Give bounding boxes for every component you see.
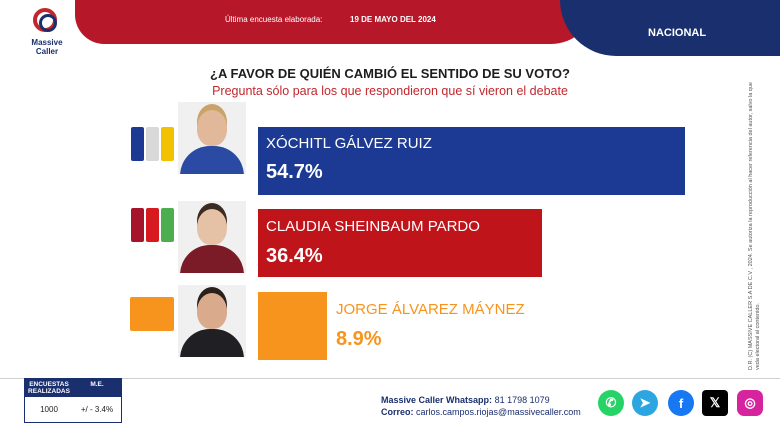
methodology-col1-header: ENCUESTAS REALIZADAS: [28, 381, 70, 395]
party-logos-claudia: [128, 203, 176, 247]
methodology-table: ENCUESTAS REALIZADAS M.E. 1000 +/ - 3.4%: [24, 378, 122, 423]
photo-body: [180, 245, 244, 273]
party-logo-pt: [145, 208, 159, 242]
party-logos-jorge: [128, 292, 176, 336]
scope-label: NACIONAL: [648, 27, 707, 39]
footer-divider: [0, 378, 780, 379]
methodology-header: ENCUESTAS REALIZADAS M.E.: [25, 379, 121, 397]
candidate-photo-xochitl: [178, 102, 246, 174]
brand-logo: Massive Caller: [22, 6, 72, 60]
email-label: Correo:: [381, 407, 414, 417]
logo-mark-blue: [39, 14, 57, 32]
chart-title: ¿A FAVOR DE QUIÉN CAMBIÓ EL SENTIDO DE S…: [210, 66, 570, 81]
candidate-photo-claudia: [178, 201, 246, 273]
email-address[interactable]: carlos.campos.riojas@massivecaller.com: [416, 407, 581, 417]
photo-head: [197, 293, 227, 329]
photo-head: [197, 209, 227, 245]
bar-value-jorge: 8.9%: [336, 328, 382, 350]
facebook-icon[interactable]: f: [668, 390, 694, 416]
header-banner: Última encuesta elaborada: 19 DE MAYO DE…: [75, 0, 595, 44]
bar-jorge: [258, 292, 327, 360]
party-logo-pan: [130, 127, 144, 161]
bar-value-claudia: 36.4%: [266, 245, 323, 267]
party-logo-morena: [130, 208, 144, 242]
photo-head: [197, 110, 227, 146]
whatsapp-number[interactable]: 81 1798 1079: [494, 395, 550, 405]
survey-label: Última encuesta elaborada:: [225, 15, 323, 24]
bar-label-xochitl: XÓCHITL GÁLVEZ RUIZ: [266, 135, 432, 152]
party-logo-pri: [145, 127, 159, 161]
x-icon[interactable]: 𝕏: [702, 390, 728, 416]
logo-line1: Massive: [31, 38, 63, 47]
methodology-sample: 1000: [40, 405, 58, 414]
bar-label-jorge: JORGE ÁLVAREZ MÁYNEZ: [336, 301, 525, 318]
bar-claudia: [258, 209, 542, 277]
whatsapp-icon[interactable]: ✆: [598, 390, 624, 416]
photo-body: [180, 329, 244, 357]
logo-line2: Caller: [35, 47, 59, 56]
methodology-error: +/ - 3.4%: [80, 405, 114, 414]
contact-email: Correo: carlos.campos.riojas@massivecall…: [381, 407, 581, 417]
bar-value-xochitl: 54.7%: [266, 161, 323, 183]
legal-notice: D.R. (C) MASSIVE CALLER S.A DE C.V , 202…: [748, 82, 761, 370]
party-logos-xochitl: [128, 122, 176, 166]
survey-date: 19 DE MAYO DEL 2024: [350, 15, 436, 24]
chart-subtitle: Pregunta sólo para los que respondieron …: [212, 84, 568, 98]
party-logo-prd: [160, 127, 174, 161]
methodology-col2-header: M.E.: [90, 381, 104, 388]
bar-label-claudia: CLAUDIA SHEINBAUM PARDO: [266, 218, 480, 235]
instagram-icon[interactable]: ◎: [737, 390, 763, 416]
scope-badge: NACIONAL: [560, 0, 780, 56]
party-logo-mc: [130, 297, 174, 331]
methodology-row: 1000 +/ - 3.4%: [25, 397, 121, 422]
party-logo-verde: [160, 208, 174, 242]
photo-body: [180, 146, 244, 174]
contact-whatsapp: Massive Caller Whatsapp: 81 1798 1079: [381, 395, 550, 405]
bar-xochitl: [258, 127, 685, 195]
candidate-photo-jorge: [178, 285, 246, 357]
whatsapp-label: Massive Caller Whatsapp:: [381, 395, 493, 405]
logo-name: Massive Caller: [22, 38, 72, 56]
telegram-icon[interactable]: ➤: [632, 390, 658, 416]
